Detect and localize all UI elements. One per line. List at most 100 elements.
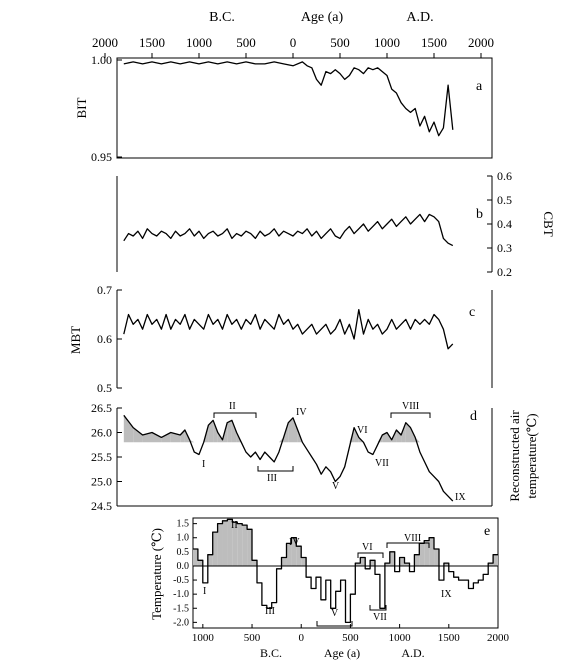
warm-bar [227, 519, 233, 566]
y-tick-label: 0.3 [497, 241, 512, 255]
panel-d-temperature-series [123, 414, 454, 502]
y-tick-label: -2.0 [173, 617, 189, 628]
x-tick-label: 0 [298, 632, 304, 644]
top-tick-label: 0 [290, 35, 297, 50]
warm-bar [242, 525, 248, 566]
panel-d-label-I: I [202, 459, 205, 470]
y-tick-label: 0.6 [97, 332, 112, 346]
warm-shade-segment [227, 420, 232, 443]
panel-d-label-III: III [267, 473, 277, 484]
y-tick-label: 26.5 [91, 401, 112, 415]
panel-b-ylabel: CBT [541, 211, 556, 236]
y-tick-label: 1.5 [177, 519, 190, 530]
warm-bar [414, 554, 420, 566]
panel-c-letter: c [469, 305, 475, 320]
warm-bar [291, 537, 297, 566]
top-era-ad: A.D. [406, 10, 433, 25]
panel-d-label-VI: VI [357, 425, 368, 436]
warm-bar [493, 554, 498, 566]
x-tick-label: 2000 [487, 632, 510, 644]
panel-d-label-V: V [332, 481, 340, 492]
x-tick-label: 1000 [192, 632, 215, 644]
y-tick-label: 1.0 [177, 533, 190, 544]
panel-c-y-ticks: 0.5 0.6 0.7 [97, 283, 122, 395]
y-tick-label: 0.5 [97, 381, 112, 395]
warm-bar [286, 543, 292, 566]
warm-bar [370, 560, 376, 566]
panel-e-ylabel: Temperature (℃) [149, 528, 164, 620]
panel-d-label-VII: VII [375, 458, 389, 469]
warm-shade-segment [288, 417, 293, 443]
warm-bar [247, 529, 253, 566]
panel-e-x-ticks: 1000 500 0 500 1000 1500 2000 [192, 624, 510, 644]
y-tick-label: 1.00 [91, 53, 112, 67]
panel-d-y-ticks: 24.5 25.0 25.5 26.0 26.5 [91, 401, 122, 513]
panel-d-ylabel-line1: Reconstructed air [507, 410, 522, 502]
warm-shade-segment [133, 427, 143, 443]
warm-bar [217, 523, 223, 566]
warm-bar [429, 537, 435, 566]
warm-shade-segment [396, 430, 402, 443]
warm-bar [193, 549, 198, 566]
x-tick-label: 1000 [389, 632, 412, 644]
warm-bar [281, 557, 287, 566]
panel-b-y-ticks: 0.2 0.3 0.4 0.5 0.6 [487, 169, 512, 279]
x-tick-label: 500 [244, 632, 261, 644]
panel-d-label-IX: IX [455, 492, 466, 503]
panel-b-cbt-series [123, 213, 454, 247]
panel-a-bit-series [123, 61, 454, 137]
warm-bar [424, 540, 430, 566]
y-tick-label: -1.5 [173, 603, 189, 614]
warm-bar [232, 522, 238, 566]
warm-shade-segment [152, 432, 162, 443]
panel-e-letter: e [484, 524, 490, 539]
panel-e-label-IX: IX [441, 589, 452, 600]
top-tick-label: 1000 [374, 35, 400, 50]
warm-shade-segment [213, 420, 218, 443]
warm-shade-segment [208, 420, 214, 443]
warm-bar [434, 549, 439, 566]
y-tick-label: 0.5 [177, 547, 190, 558]
y-tick-label: 0.5 [497, 193, 512, 207]
warm-bar [237, 523, 243, 566]
bottom-axis-title: Age (a) [324, 646, 360, 660]
y-tick-label: 25.5 [91, 450, 112, 464]
warm-bar [252, 560, 257, 566]
panel-c-ylabel: MBT [68, 326, 83, 354]
top-axis-tick-labels: 2000 1500 1000 500 0 500 1000 1500 2000 [92, 35, 494, 58]
top-era-bc: B.C. [209, 10, 235, 25]
warm-bar [488, 563, 494, 566]
top-tick-label: 500 [236, 35, 256, 50]
y-tick-label: 0.6 [497, 169, 512, 183]
top-tick-label: 1500 [421, 35, 447, 50]
warm-bar [360, 557, 366, 566]
y-tick-label: 25.0 [91, 475, 112, 489]
warm-bar [389, 551, 395, 566]
top-tick-label: 1500 [139, 35, 165, 50]
y-tick-label: 0.7 [97, 283, 112, 297]
warm-bar [399, 557, 405, 566]
panel-a-letter: a [476, 79, 483, 94]
panel-d-brackets [213, 412, 431, 472]
panel-e-label-VII: VII [373, 612, 387, 623]
panel-e-label-III: III [265, 606, 275, 617]
y-tick-label: 0.95 [91, 150, 112, 164]
warm-shade-segment [405, 422, 411, 443]
panel-e-label-I: I [203, 586, 206, 597]
panel-a: BIT a 0.95 1.00 [74, 53, 493, 164]
warm-shade-segment [123, 415, 134, 443]
y-tick-label: 0.2 [497, 265, 512, 279]
warm-shade-segment [161, 432, 171, 443]
bottom-era-ad: A.D. [401, 646, 424, 660]
panel-e-label-V: V [331, 608, 339, 619]
top-axis-title: Age (a) [301, 10, 344, 25]
panel-d-ylabel-line2: temperature(℃) [524, 413, 539, 498]
panel-e-brackets [316, 542, 430, 627]
panel-d-warm-shading [123, 415, 420, 443]
panel-d-letter: d [470, 409, 477, 424]
panel-b: CBT b 0.2 0.3 0.4 0.5 0.6 [116, 169, 556, 279]
warm-bar [443, 563, 449, 566]
x-tick-label: 1500 [438, 632, 461, 644]
warm-bar [197, 560, 203, 566]
